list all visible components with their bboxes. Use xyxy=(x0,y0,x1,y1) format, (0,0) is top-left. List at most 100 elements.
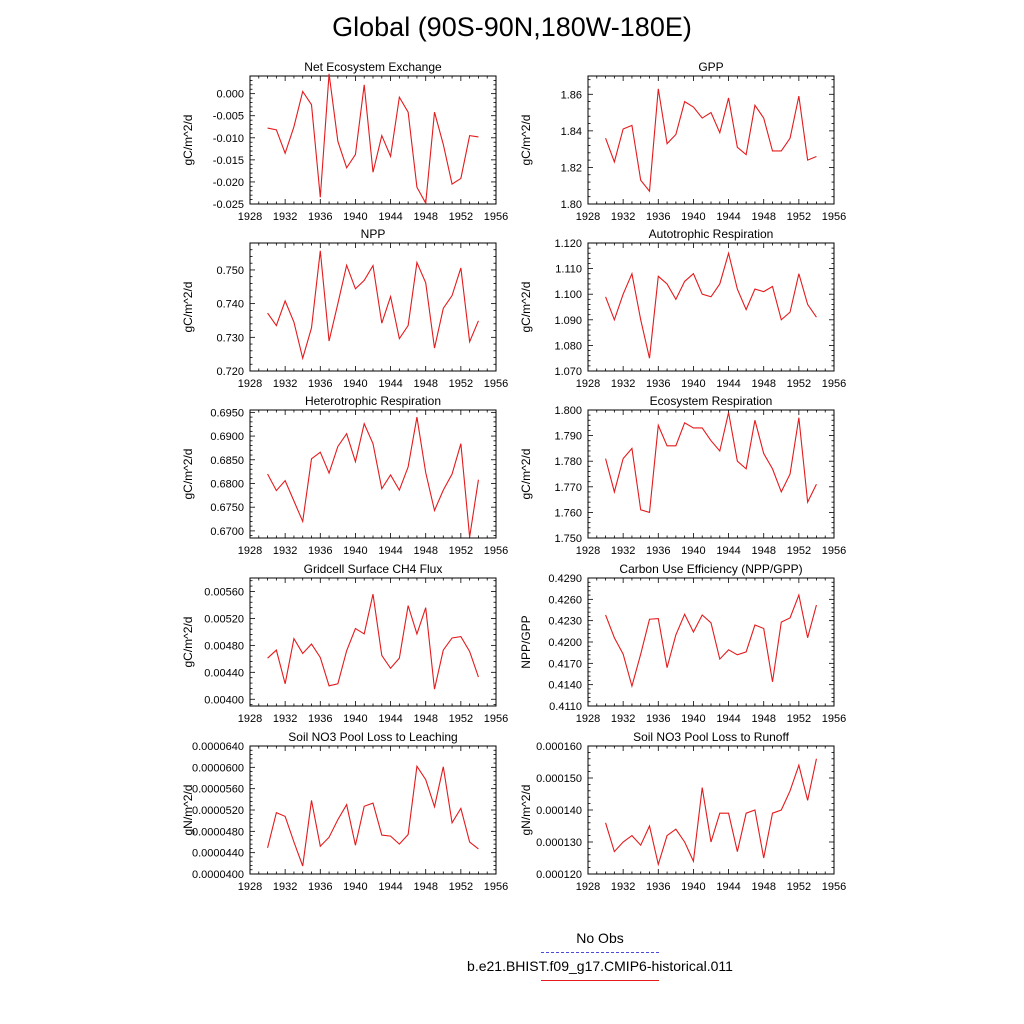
panel-4-title: Autotrophic Respiration xyxy=(649,227,774,241)
panel-9-ytick-label: 0.0000560 xyxy=(192,784,244,796)
panel-6-title: Ecosystem Respiration xyxy=(650,394,773,408)
panel-1-title: Net Ecosystem Exchange xyxy=(304,60,442,74)
panel-8-ytick-label: 0.4260 xyxy=(548,594,582,606)
panel-3-xtick-label: 1932 xyxy=(273,378,297,390)
panel-8-xtick-label: 1940 xyxy=(681,713,705,725)
panel-9-frame xyxy=(249,745,497,875)
panel-10-ytick-label: 0.000130 xyxy=(536,837,582,849)
page-title: Global (90S-90N,180W-180E) xyxy=(332,12,692,42)
panel-10-xtick-label: 1928 xyxy=(576,881,600,893)
panel-4-ytick-label: 1.090 xyxy=(554,315,582,327)
panel-3-xtick-label: 1956 xyxy=(484,378,508,390)
panel-10-ytick-label: 0.000140 xyxy=(536,805,582,817)
panel-5-xtick-label: 1928 xyxy=(238,545,262,557)
panel-8-ytick-label: 0.4110 xyxy=(549,701,582,713)
panel-3-xtick-label: 1948 xyxy=(413,378,437,390)
panel-8-ytick-label: 0.4170 xyxy=(548,658,582,670)
panel-1-xtick-label: 1932 xyxy=(273,211,297,223)
legend-swatch-model xyxy=(541,980,659,981)
panel-8-xtick-label: 1936 xyxy=(646,713,670,725)
panel-2-series-line xyxy=(605,88,817,193)
panel-10-frame xyxy=(587,745,835,875)
panel-2-xtick-label: 1940 xyxy=(681,211,705,223)
panel-3-ytick-label: 0.740 xyxy=(216,299,244,311)
panel-6-ytick-label: 1.800 xyxy=(554,405,582,417)
panel-9-ytick-label: 0.0000600 xyxy=(192,762,244,774)
panel-4-xtick-label: 1940 xyxy=(681,378,705,390)
panel-4-xtick-label: 1956 xyxy=(822,378,846,390)
panel-3-ytick-label: 0.750 xyxy=(216,265,244,277)
panel-7-xtick-label: 1952 xyxy=(449,713,473,725)
panel-4-xtick-label: 1948 xyxy=(751,378,775,390)
panel-1-xtick-label: 1952 xyxy=(449,211,473,223)
panel-8-ytick-label: 0.4230 xyxy=(548,616,582,628)
panel-2-xtick-label: 1928 xyxy=(576,211,600,223)
panel-6-xtick-label: 1952 xyxy=(787,545,811,557)
panel-10-xtick-label: 1952 xyxy=(787,881,811,893)
panel-9-series-line xyxy=(267,764,479,867)
panel-9-ylabel: gN/m^2/d xyxy=(181,785,195,836)
panel-3-xtick-label: 1952 xyxy=(449,378,473,390)
panel-5-ytick-label: 0.6700 xyxy=(210,526,244,538)
panel-4-xtick-label: 1952 xyxy=(787,378,811,390)
panel-5-ytick-label: 0.6800 xyxy=(210,478,244,490)
panel-4-ylabel: gC/m^2/d xyxy=(519,282,533,333)
panel-5-ytick-label: 0.6950 xyxy=(210,407,244,419)
panel-10-xtick-label: 1948 xyxy=(751,881,775,893)
panel-5-xtick-label: 1940 xyxy=(343,545,367,557)
panel-1-xtick-label: 1956 xyxy=(484,211,508,223)
panel-1-ytick-label: -0.015 xyxy=(213,155,244,167)
panel-8-frame xyxy=(587,577,835,707)
panel-4-ytick-label: 1.080 xyxy=(554,340,582,352)
panel-2-title: GPP xyxy=(698,60,723,74)
panel-8-xtick-label: 1932 xyxy=(611,713,635,725)
panel-4-xtick-label: 1928 xyxy=(576,378,600,390)
legend-label-model: b.e21.BHIST.f09_g17.CMIP6-historical.011 xyxy=(467,958,733,974)
panel-7-xtick-label: 1948 xyxy=(413,713,437,725)
panel-5-ylabel: gC/m^2/d xyxy=(181,449,195,500)
panel-9-xtick-label: 1932 xyxy=(273,881,297,893)
panel-4-xtick-label: 1936 xyxy=(646,378,670,390)
panel-3-frame xyxy=(249,242,497,372)
panel-8-series-line xyxy=(605,593,817,689)
panel-1-ytick-label: -0.005 xyxy=(213,111,244,123)
panel-3-ytick-label: 0.720 xyxy=(216,366,244,378)
panel-4-xtick-label: 1932 xyxy=(611,378,635,390)
panel-8-ytick-label: 0.4140 xyxy=(548,680,582,692)
panel-7-xtick-label: 1936 xyxy=(308,713,332,725)
panel-1-xtick-label: 1940 xyxy=(343,211,367,223)
panel-9-xtick-label: 1940 xyxy=(343,881,367,893)
panel-6-ytick-label: 1.780 xyxy=(554,456,582,468)
panel-10-xtick-label: 1956 xyxy=(822,881,846,893)
panel-5-xtick-label: 1944 xyxy=(378,545,402,557)
panel-9-ytick-label: 0.0000400 xyxy=(192,869,244,881)
panel-1-ytick-label: -0.010 xyxy=(213,133,244,145)
panel-6-ylabel: gC/m^2/d xyxy=(519,449,533,500)
panel-4-ytick-label: 1.100 xyxy=(554,289,582,301)
panel-6-ytick-label: 1.750 xyxy=(554,533,582,545)
panel-7-xtick-label: 1932 xyxy=(273,713,297,725)
panel-10-title: Soil NO3 Pool Loss to Runoff xyxy=(633,730,790,744)
panel-4-xtick-label: 1944 xyxy=(716,378,740,390)
panel-10-xtick-label: 1944 xyxy=(716,881,740,893)
panel-9-title: Soil NO3 Pool Loss to Leaching xyxy=(288,730,457,744)
panel-2-ytick-label: 1.80 xyxy=(561,199,582,211)
panel-4-series-line xyxy=(605,251,817,359)
panel-8-ytick-label: 0.4200 xyxy=(548,637,582,649)
panel-8-title: Carbon Use Efficiency (NPP/GPP) xyxy=(619,562,802,576)
panel-5-xtick-label: 1956 xyxy=(484,545,508,557)
panel-2-ytick-label: 1.82 xyxy=(561,162,582,174)
panel-7-ylabel: gC/m^2/d xyxy=(181,617,195,668)
panel-1-ytick-label: -0.020 xyxy=(213,177,244,189)
panel-1-xtick-label: 1936 xyxy=(308,211,332,223)
legend: No Obs b.e21.BHIST.f09_g17.CMIP6-histori… xyxy=(430,930,770,986)
panel-9-xtick-label: 1928 xyxy=(238,881,262,893)
panel-10-ytick-label: 0.000150 xyxy=(536,773,582,785)
panel-6-ytick-label: 1.790 xyxy=(554,431,582,443)
panel-8-xtick-label: 1948 xyxy=(751,713,775,725)
panel-8-xtick-label: 1956 xyxy=(822,713,846,725)
panel-5-frame xyxy=(249,409,497,539)
panel-6-xtick-label: 1932 xyxy=(611,545,635,557)
panel-9-xtick-label: 1944 xyxy=(378,881,402,893)
